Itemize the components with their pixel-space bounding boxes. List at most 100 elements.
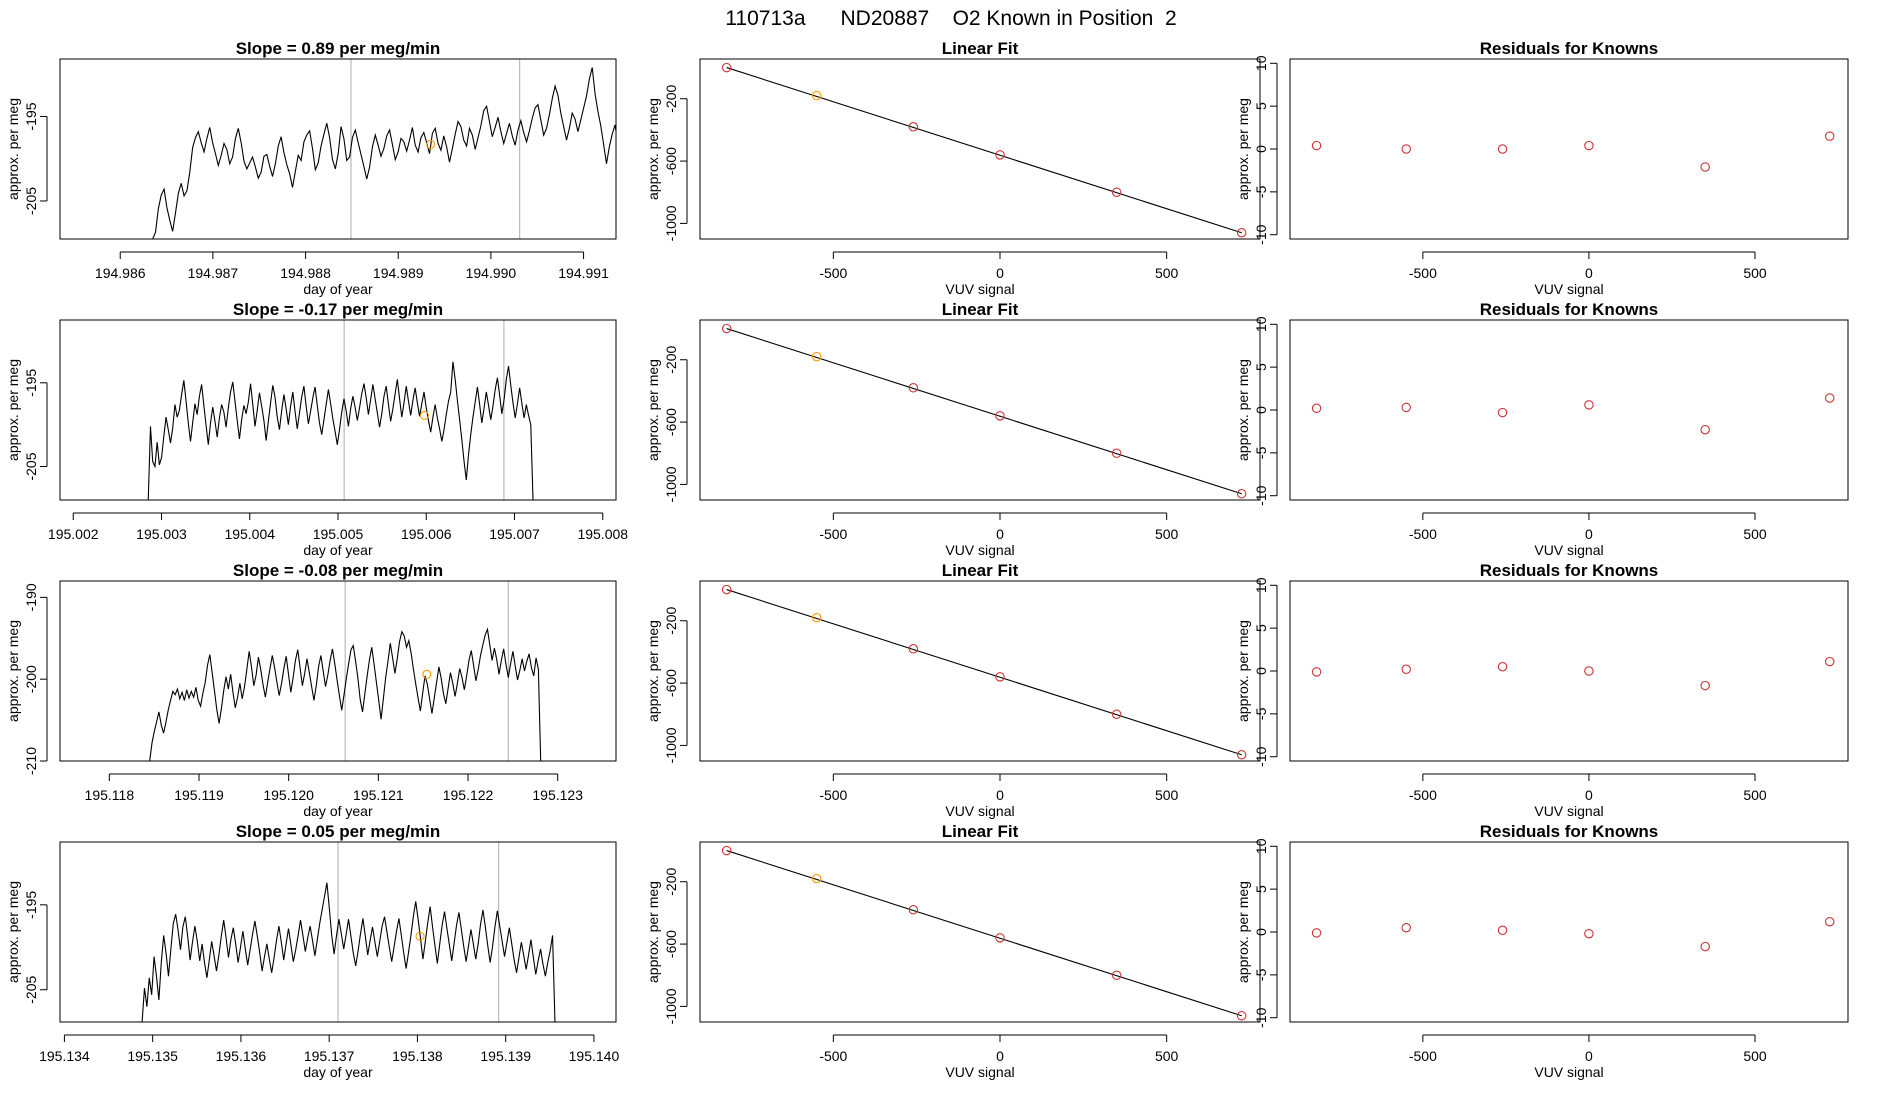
x-axis-label: VUV signal: [1534, 1064, 1603, 1080]
plot-frame: [1289, 319, 1849, 501]
y-tick-label: 0: [1253, 928, 1269, 936]
data-point: [1401, 664, 1412, 675]
data-point: [1700, 162, 1710, 172]
time-series-2: Slope = -0.17 per meg/min 195.002 195.003 1…: [5, 300, 628, 558]
plot-frame: [699, 841, 1261, 1023]
x-tick-label: 500: [1155, 265, 1179, 281]
x-tick-label: 500: [1155, 787, 1179, 803]
data-point: [721, 845, 732, 856]
data-point: [1497, 407, 1508, 418]
plot-area: [147, 320, 534, 500]
y-tick-label: -5: [1253, 446, 1269, 459]
x-tick-label: 195.136: [216, 1048, 267, 1064]
x-tick-label: 195.120: [263, 787, 314, 803]
x-axis-label: day of year: [303, 281, 373, 297]
x-tick-label: 500: [1155, 1048, 1179, 1064]
x-tick-label: 500: [1743, 787, 1767, 803]
y-tick-label: -600: [663, 930, 679, 958]
x-tick-label: -500: [1409, 1048, 1437, 1064]
time-series-4: Slope = 0.05 per meg/min 195.134 195.135 19…: [5, 822, 619, 1080]
y-tick-label: -1000: [663, 466, 679, 502]
panel-title: Slope = -0.08 per meg/min: [233, 561, 443, 580]
panel-title: Residuals for Knowns: [1480, 561, 1659, 580]
plot-area: [1311, 393, 1835, 435]
y-tick-label: -190: [23, 583, 39, 611]
x-axis-label: day of year: [303, 803, 373, 819]
data-point: [721, 584, 732, 595]
data-point: [1700, 941, 1710, 952]
y-tick-label: 10: [1253, 838, 1269, 854]
linear-fit-1: Linear Fit -500 0 500 VUV signal -200 -600 -100…: [645, 39, 1261, 297]
data-point: [1824, 393, 1835, 403]
data-point: [1311, 667, 1322, 677]
data-point: [908, 122, 919, 132]
y-tick-label: -205: [23, 976, 39, 1004]
plot-frame: [59, 58, 617, 240]
data-point: [995, 411, 1005, 421]
figure-suptitle: 110713a ND20887 O2 Known in Position 2: [725, 7, 1176, 30]
residuals-3: Residuals for Knowns -500 0 500 VUV signal 10…: [1235, 561, 1849, 819]
data-point: [811, 612, 822, 623]
data-point: [1236, 750, 1247, 760]
x-tick-label: 194.991: [558, 265, 609, 281]
x-tick-label: 195.137: [304, 1048, 355, 1064]
plot-area: [152, 59, 616, 239]
x-tick-label: 195.135: [127, 1048, 178, 1064]
panel-title: Linear Fit: [942, 561, 1019, 580]
x-tick-label: 194.987: [188, 265, 239, 281]
known-marker: [426, 139, 436, 149]
data-point: [908, 644, 919, 654]
y-axis-label: approx. per meg: [1235, 98, 1251, 200]
y-axis-label: approx. per meg: [5, 620, 21, 722]
data-point: [1111, 709, 1122, 719]
x-axis-label: VUV signal: [945, 281, 1014, 297]
y-tick-label: -200: [663, 346, 679, 374]
data-point: [1401, 402, 1412, 413]
y-axis-label: approx. per meg: [1235, 620, 1251, 722]
data-point: [1497, 925, 1508, 936]
y-tick-label: 5: [1253, 885, 1269, 893]
plot-frame: [1289, 841, 1849, 1023]
data-point: [1584, 928, 1594, 939]
x-tick-label: 195.005: [313, 526, 364, 542]
x-tick-label: -500: [1409, 265, 1437, 281]
plot-frame: [699, 580, 1261, 762]
x-tick-label: 195.140: [569, 1048, 620, 1064]
y-tick-label: -600: [663, 408, 679, 436]
x-axis-label: VUV signal: [945, 803, 1014, 819]
data-point: [1497, 144, 1508, 154]
x-tick-label: 194.989: [373, 265, 424, 281]
y-tick-label: -1000: [663, 205, 679, 241]
plot-area: [149, 581, 542, 761]
fit-line: [726, 850, 1242, 1017]
y-tick-label: -600: [663, 147, 679, 175]
data-point: [908, 383, 919, 393]
data-point: [995, 933, 1005, 943]
x-axis-label: day of year: [303, 542, 373, 558]
plot-area: [721, 845, 1247, 1021]
data-point: [811, 351, 822, 362]
x-tick-label: 195.004: [224, 526, 275, 542]
y-tick-label: 5: [1253, 363, 1269, 371]
panel-title: Slope = 0.05 per meg/min: [236, 822, 441, 841]
panel-title: Slope = -0.17 per meg/min: [233, 300, 443, 319]
x-tick-label: 195.121: [353, 787, 404, 803]
y-axis-label: approx. per meg: [5, 98, 21, 200]
x-tick-label: 195.138: [392, 1048, 443, 1064]
x-tick-label: 195.119: [174, 787, 224, 803]
y-tick-label: 10: [1253, 577, 1269, 593]
data-point: [1236, 1011, 1247, 1021]
known-marker: [415, 931, 425, 941]
fit-line: [726, 67, 1242, 234]
data-point: [811, 873, 822, 884]
y-axis-label: approx. per meg: [1235, 881, 1251, 983]
known-marker: [422, 669, 432, 679]
time-series-1: Slope = 0.89 per meg/min 194.986 194.987 19…: [5, 39, 617, 297]
residuals-2: Residuals for Knowns -500 0 500 VUV signal 10…: [1235, 300, 1849, 558]
y-tick-label: -195: [23, 891, 39, 919]
y-tick-label: -200: [663, 85, 679, 113]
y-tick-label: -195: [23, 369, 39, 397]
panel-title: Residuals for Knowns: [1480, 822, 1659, 841]
y-axis-label: approx. per meg: [5, 359, 21, 461]
